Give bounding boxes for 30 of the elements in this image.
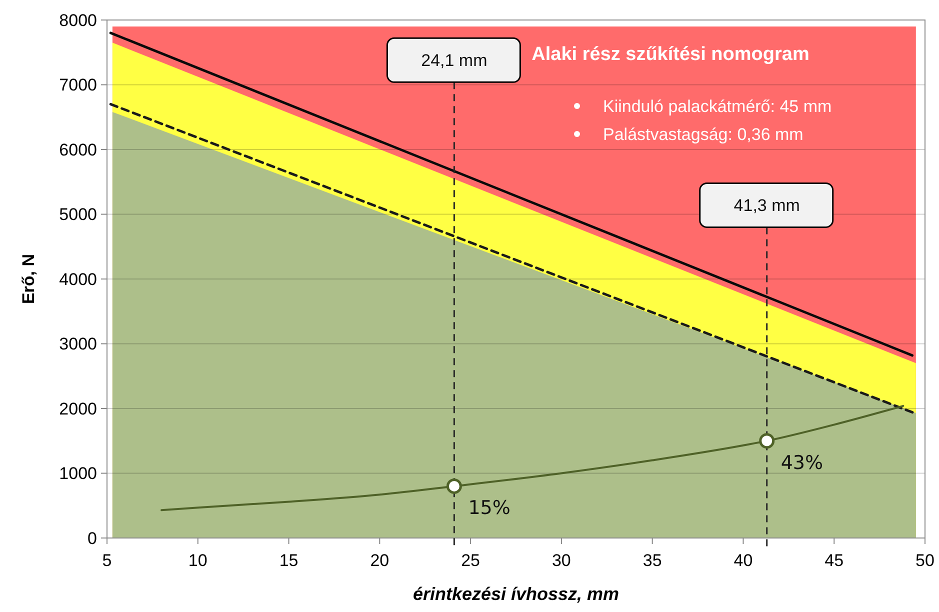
x-tick-label: 5	[102, 551, 112, 570]
y-tick-label: 6000	[59, 140, 97, 160]
text: Alaki rész szűkítési nomogram	[532, 44, 810, 65]
callout-box: 24,1 mm	[386, 37, 521, 83]
y-tick-label: 4000	[59, 270, 97, 289]
annotation: Palástvastagság: 0,36 mm	[603, 124, 804, 144]
annotation: 43%	[780, 452, 824, 474]
x-axis-title: érintkezési ívhossz, mm	[412, 584, 620, 604]
ref-line-label: 41,3 mm	[734, 196, 800, 216]
y-tick-label: 7000	[59, 76, 97, 95]
ref-line-label: 24,1 mm	[421, 51, 488, 70]
x-tick-label: 40	[734, 551, 753, 570]
y-tick-label: 3000	[59, 334, 97, 354]
y-axis-title: Erő, N	[19, 254, 38, 304]
y-tick-label: 2000	[59, 399, 97, 418]
annotation: 15%	[468, 497, 510, 520]
y-tick-label: 0	[88, 528, 97, 548]
x-tick-label: 50	[916, 551, 934, 570]
x-tick-label: 15	[279, 551, 298, 570]
x-tick-label: 10	[188, 551, 208, 570]
y-tick-label: 1000	[59, 464, 97, 484]
x-tick-label: 20	[370, 551, 390, 570]
x-tick-label: 45	[824, 551, 844, 570]
callout-box: 41,3 mm	[699, 182, 834, 228]
x-tick-label: 30	[552, 551, 571, 570]
y-tick-label: 5000	[59, 205, 97, 224]
x-tick-label: 25	[461, 551, 480, 570]
x-tick-label: 35	[642, 551, 662, 570]
y-tick-label: 8000	[59, 10, 97, 30]
annotation: Kiinduló palackátmérő: 45 mm	[603, 96, 832, 116]
